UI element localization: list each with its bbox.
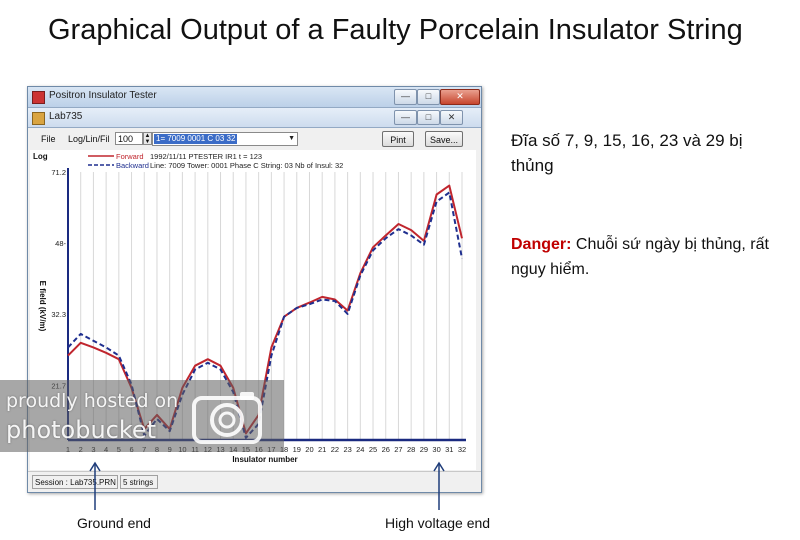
- inner-minimize-button[interactable]: —: [394, 110, 417, 125]
- outer-window-title: Positron Insulator Tester: [49, 90, 157, 101]
- zoom-input[interactable]: 100: [115, 132, 143, 145]
- legend-label-backward: Backward: [116, 161, 149, 170]
- x-tick-label: 32: [458, 445, 466, 454]
- inner-title-bar: Lab735 — □ ✕: [28, 108, 481, 128]
- status-bar: Session : Lab735.PRN 5 strings: [28, 471, 481, 492]
- record-dropdown[interactable]: 1= 7009 0001 C 03 32 ▼: [152, 132, 298, 146]
- x-tick-label: 25: [369, 445, 377, 454]
- x-tick-label: 31: [445, 445, 453, 454]
- x-tick-label: 26: [382, 445, 390, 454]
- danger-note: Danger: Chuỗi sứ ngày bị thủng, rất nguy…: [511, 232, 786, 282]
- document-icon: [32, 112, 45, 125]
- y-tick-label: 48-: [55, 239, 66, 248]
- camera-logo-icon: [192, 392, 262, 444]
- chart-info-line2: Line: 7009 Tower: 0001 Phase C String: 0…: [150, 161, 343, 170]
- x-tick-label: 18: [280, 445, 288, 454]
- legend-label-forward: Forward: [116, 152, 144, 161]
- x-tick-label: 21: [318, 445, 326, 454]
- record-dropdown-value: 1= 7009 0001 C 03 32: [154, 134, 238, 144]
- y-tick-label: 71.2: [51, 168, 66, 177]
- minimize-button[interactable]: —: [394, 89, 417, 105]
- x-tick-label: 20: [305, 445, 313, 454]
- x-axis-title: Insulator number: [232, 455, 297, 464]
- y-tick-label: 32.3: [51, 310, 66, 319]
- chevron-down-icon[interactable]: ▼: [288, 135, 295, 142]
- x-tick-label: 23: [343, 445, 351, 454]
- x-tick-label: 29: [420, 445, 428, 454]
- close-button[interactable]: ✕: [440, 89, 480, 105]
- x-tick-label: 24: [356, 445, 364, 454]
- outer-title-bar: Positron Insulator Tester — □ ✕: [28, 87, 481, 108]
- y-axis-title: E field (kV/m): [38, 281, 47, 332]
- print-button[interactable]: Pint: [382, 131, 414, 147]
- high-voltage-end-arrow-icon: [433, 461, 445, 510]
- menu-bar: File Log/Lin/Fil 100 ▲ ▼ 1= 7009 0001 C 0…: [28, 128, 481, 150]
- x-tick-label: 30: [432, 445, 440, 454]
- strings-status: 5 strings: [120, 475, 158, 489]
- save-button[interactable]: Save...: [425, 131, 463, 147]
- watermark-line1: proudly hosted on: [6, 390, 179, 412]
- x-tick-label: 22: [331, 445, 339, 454]
- app-icon: [32, 91, 45, 104]
- danger-text: Chuỗi sứ ngày bị thủng, rất nguy hiểm.: [511, 236, 769, 278]
- session-status: Session : Lab735.PRN: [32, 475, 118, 489]
- scale-label: Log: [33, 152, 48, 161]
- slide-title: Graphical Output of a Faulty Porcelain I…: [48, 14, 743, 46]
- danger-label: Danger:: [511, 236, 572, 253]
- x-tick-label: 28: [407, 445, 415, 454]
- menu-scale[interactable]: Log/Lin/Fil: [68, 134, 110, 144]
- fault-note: Đĩa số 7, 9, 15, 16, 23 và 29 bị thủng: [511, 131, 743, 175]
- spin-arrows-icon[interactable]: ▲ ▼: [143, 132, 152, 145]
- ground-end-label: Ground end: [77, 515, 151, 531]
- inner-close-button[interactable]: ✕: [440, 110, 463, 125]
- inner-restore-button[interactable]: □: [417, 110, 440, 125]
- x-tick-label: 19: [293, 445, 301, 454]
- menu-file[interactable]: File: [41, 134, 56, 144]
- inner-window-title: Lab735: [49, 111, 83, 122]
- ground-end-arrow-icon: [89, 461, 101, 510]
- chart-info-line1: 1992/11/11 PTESTER IR1 t = 123: [150, 152, 262, 161]
- photobucket-watermark: proudly hosted on photobucket: [0, 380, 284, 452]
- x-tick-label: 27: [394, 445, 402, 454]
- watermark-line2: photobucket: [6, 416, 157, 444]
- high-voltage-end-label: High voltage end: [385, 515, 491, 531]
- maximize-button[interactable]: □: [417, 89, 440, 105]
